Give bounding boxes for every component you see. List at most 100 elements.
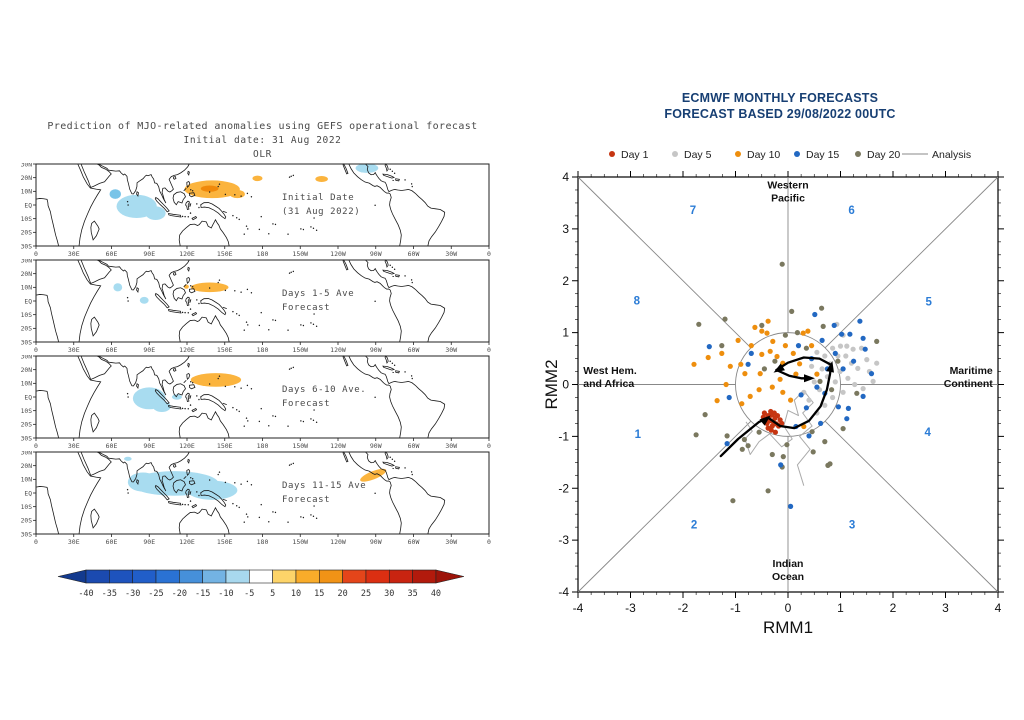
lat-tick-label: 10N — [21, 381, 33, 388]
anomaly-blob — [113, 283, 123, 292]
region-label-line1: Maritime — [950, 365, 993, 377]
left-figure-subtitle: Initial date: 31 Aug 2022 — [183, 135, 342, 146]
x-tick-label: 1 — [837, 601, 844, 615]
map-panel-0: 0 30E 60E 90E 120E 150E 180 150W 120W 90W 60W 30W 03… — [21, 163, 491, 258]
x-tick-label: 0 — [785, 601, 792, 615]
colorbar-segment — [202, 569, 227, 584]
x-tick-label: -4 — [573, 601, 584, 615]
lon-tick-label: 150E — [217, 346, 233, 354]
anomaly-blob — [187, 480, 238, 500]
coastlines — [36, 164, 445, 246]
lon-tick-label: 30E — [68, 346, 80, 354]
forecast-dot — [845, 405, 851, 411]
lon-tick-label: 30W — [445, 442, 457, 450]
anomaly-blob — [139, 296, 149, 304]
forecast-dot — [779, 261, 785, 267]
y-tick-label: -3 — [558, 533, 569, 547]
forecast-dot — [817, 378, 823, 384]
forecast-dot — [805, 328, 811, 334]
right-figure-subtitle: FORECAST BASED 29/08/2022 00UTC — [664, 107, 896, 121]
lat-tick-label: EQ — [24, 394, 32, 401]
region-label-line1: Western — [767, 179, 808, 191]
anomaly-blob — [200, 185, 219, 192]
lat-tick-label: 10S — [21, 504, 33, 511]
forecast-dot — [854, 390, 860, 396]
anomaly-blob — [252, 175, 263, 182]
colorbar-segment — [272, 569, 297, 584]
forecast-dot — [788, 397, 794, 403]
forecast-dot — [822, 402, 828, 408]
colorbar-label: -30 — [125, 589, 140, 599]
forecast-dot — [809, 429, 815, 435]
lon-tick-label: 180 — [257, 442, 269, 450]
forecast-dot — [769, 423, 775, 429]
forecast-dot — [764, 330, 770, 336]
forecast-dot — [822, 353, 828, 359]
forecast-dot — [850, 346, 856, 352]
forecast-dot — [809, 363, 815, 369]
x-tick-label: -2 — [678, 601, 689, 615]
forecast-dot — [864, 357, 870, 363]
x-tick-label: 2 — [890, 601, 897, 615]
colorbar-segment — [225, 569, 250, 584]
lat-tick-label: 20S — [21, 518, 33, 525]
forecast-dot — [702, 412, 708, 418]
forecast-dot — [831, 322, 837, 328]
anomaly-blob — [355, 163, 379, 173]
lon-tick-label: 180 — [257, 538, 269, 546]
forecast-dot — [837, 343, 844, 349]
map-frame — [35, 163, 490, 247]
forecast-dot — [747, 393, 753, 399]
rmm-phase-diagram: Day 1 Day 5 Day 10 Day 15 Day 20 Analysis -4 -4… — [545, 149, 1004, 637]
forecast-dot — [868, 371, 875, 377]
colorbar-segment — [179, 569, 203, 584]
lon-tick-label: 60W — [408, 538, 420, 546]
forecast-dot — [830, 345, 836, 351]
forecast-dot — [691, 361, 697, 367]
phase-number-1: 1 — [635, 429, 642, 441]
forecast-dot — [797, 361, 803, 367]
colorbar-label: 5 — [270, 589, 275, 599]
anomaly-blob — [171, 394, 182, 400]
trajectory-arrowhead — [826, 361, 834, 373]
lon-tick-label: 30E — [68, 442, 80, 450]
colorbar-label: 10 — [291, 589, 301, 599]
colorbar-segment — [109, 569, 133, 584]
lat-tick-label: EQ — [24, 202, 32, 209]
lon-tick-label: 60W — [408, 442, 420, 450]
phase-guide-lines — [577, 176, 999, 593]
forecast-dot — [803, 345, 809, 351]
forecast-dot — [761, 366, 767, 372]
lon-tick-label: 60E — [106, 538, 118, 546]
lon-tick-label: 90E — [143, 442, 155, 450]
y-axis-label: RMM2 — [545, 359, 561, 409]
lat-tick-label: 30N — [21, 355, 33, 360]
lat-tick-label: 20S — [21, 230, 33, 237]
forecast-dot — [829, 387, 835, 393]
forecast-dot — [724, 441, 730, 447]
lon-tick-label: 0 — [34, 538, 38, 546]
forecast-dot — [806, 433, 812, 439]
forecast-dot — [778, 462, 784, 468]
forecast-dot — [723, 381, 729, 388]
forecast-dot — [730, 498, 736, 504]
y-tick-label: 4 — [562, 170, 569, 184]
right-figure-title: ECMWF MONTHLY FORECASTS — [681, 91, 879, 105]
y-tick-label: 0 — [562, 378, 569, 392]
forecast-dot — [870, 378, 876, 384]
left-figure-variable-label: OLR — [253, 149, 272, 160]
lat-tick-label: 20N — [21, 271, 33, 278]
legend-marker-day-5 — [672, 151, 678, 157]
forecast-dot — [769, 384, 775, 390]
forecast-dot — [727, 363, 733, 369]
lon-tick-label: 90W — [370, 346, 382, 354]
trajectory-arrowhead — [773, 363, 785, 373]
colorbar-segment — [132, 569, 157, 584]
forecast-dot — [693, 432, 699, 438]
forecast-dot — [822, 439, 828, 445]
anomaly-blobs — [113, 282, 229, 304]
forecast-dot — [745, 361, 751, 367]
analysis-trajectory — [744, 390, 814, 486]
lon-tick-label: 90E — [143, 346, 155, 354]
forecast-dot — [767, 348, 773, 354]
